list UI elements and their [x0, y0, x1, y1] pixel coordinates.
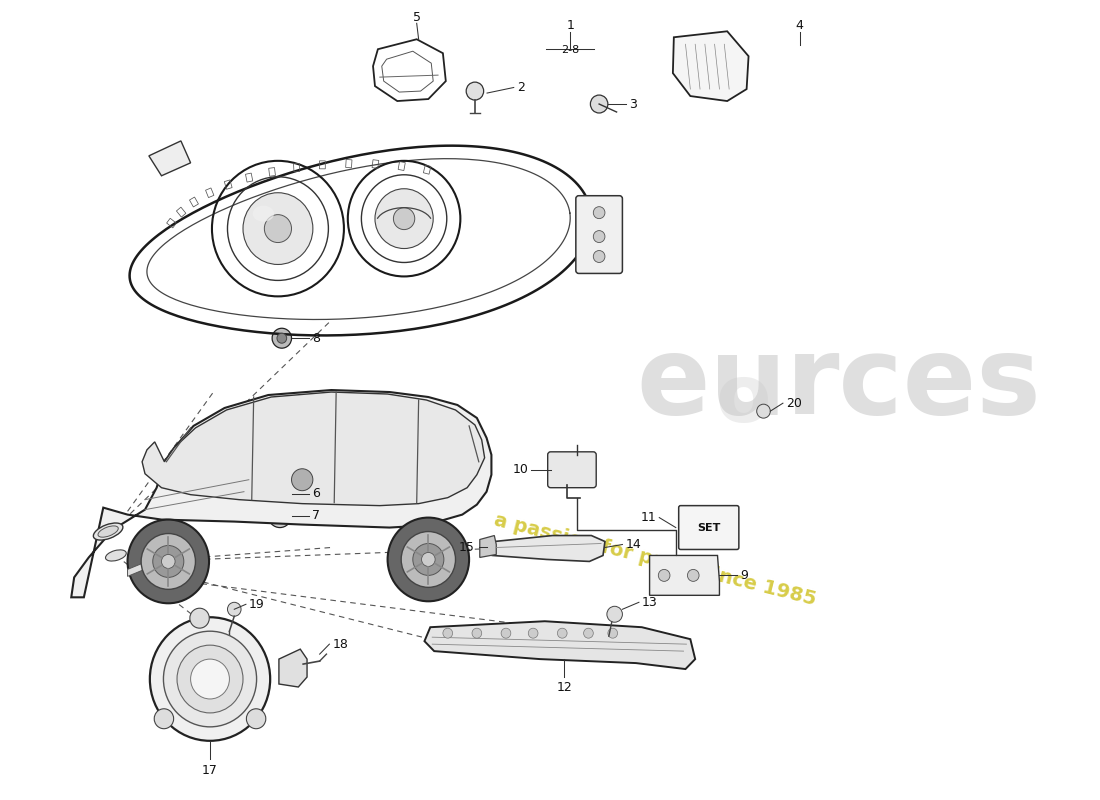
Circle shape: [264, 214, 292, 242]
Text: SET: SET: [697, 522, 720, 533]
Text: eu: eu: [637, 331, 788, 437]
Text: 6: 6: [312, 487, 320, 500]
Bar: [319, 161, 326, 169]
Text: 11: 11: [640, 511, 657, 524]
Circle shape: [154, 709, 174, 729]
Bar: [268, 167, 275, 176]
Bar: [398, 162, 405, 170]
Circle shape: [375, 189, 433, 249]
Circle shape: [443, 628, 452, 638]
Text: 9: 9: [740, 569, 748, 582]
Polygon shape: [142, 392, 485, 506]
Circle shape: [177, 645, 243, 713]
Circle shape: [658, 570, 670, 582]
Bar: [176, 207, 186, 217]
Circle shape: [528, 628, 538, 638]
Text: 1: 1: [566, 19, 574, 32]
Circle shape: [402, 531, 455, 587]
Circle shape: [421, 553, 436, 566]
Circle shape: [593, 206, 605, 218]
Circle shape: [607, 606, 623, 622]
Circle shape: [267, 481, 293, 506]
Ellipse shape: [98, 526, 119, 537]
Text: 15: 15: [459, 541, 475, 554]
Circle shape: [292, 469, 312, 490]
Text: 5: 5: [412, 11, 420, 24]
Polygon shape: [673, 31, 749, 101]
Circle shape: [243, 193, 312, 265]
Circle shape: [584, 628, 593, 638]
Circle shape: [466, 82, 484, 100]
Circle shape: [246, 709, 266, 729]
Bar: [245, 173, 253, 182]
Bar: [224, 180, 232, 190]
Circle shape: [128, 519, 209, 603]
Circle shape: [688, 570, 700, 582]
Text: rces: rces: [785, 331, 1042, 437]
Bar: [345, 159, 352, 168]
Text: 19: 19: [249, 598, 265, 610]
Circle shape: [472, 628, 482, 638]
Text: 8: 8: [312, 332, 320, 345]
Circle shape: [387, 518, 469, 602]
Circle shape: [275, 510, 285, 521]
Text: o: o: [715, 361, 771, 439]
Polygon shape: [72, 390, 492, 598]
Polygon shape: [650, 555, 719, 595]
Circle shape: [757, 404, 770, 418]
Bar: [206, 188, 213, 198]
Polygon shape: [480, 535, 496, 558]
Circle shape: [608, 628, 617, 638]
Circle shape: [502, 628, 510, 638]
Text: 12: 12: [557, 681, 572, 694]
Ellipse shape: [94, 523, 123, 540]
Circle shape: [593, 250, 605, 262]
Circle shape: [268, 504, 292, 527]
Circle shape: [277, 334, 287, 343]
Circle shape: [272, 328, 292, 348]
Circle shape: [412, 543, 444, 575]
Circle shape: [228, 602, 241, 616]
Text: 4: 4: [796, 19, 804, 32]
Ellipse shape: [253, 206, 274, 222]
Circle shape: [591, 95, 608, 113]
Bar: [424, 165, 431, 174]
Bar: [166, 218, 176, 228]
Circle shape: [190, 608, 209, 628]
Text: 10: 10: [513, 463, 528, 476]
Circle shape: [141, 534, 196, 590]
Text: 20: 20: [785, 397, 802, 410]
FancyBboxPatch shape: [548, 452, 596, 488]
FancyBboxPatch shape: [679, 506, 739, 550]
Circle shape: [150, 618, 271, 741]
Polygon shape: [425, 622, 695, 669]
Circle shape: [153, 546, 184, 578]
Circle shape: [164, 631, 256, 727]
Text: 3: 3: [629, 98, 637, 110]
Text: 14: 14: [625, 538, 641, 551]
Bar: [372, 160, 378, 168]
Bar: [294, 163, 300, 172]
Circle shape: [190, 659, 230, 699]
Text: 13: 13: [641, 596, 658, 609]
Circle shape: [593, 230, 605, 242]
Text: 2: 2: [517, 81, 525, 94]
Polygon shape: [148, 141, 190, 176]
Polygon shape: [128, 558, 166, 576]
Text: 2-8: 2-8: [561, 46, 580, 55]
Polygon shape: [279, 649, 307, 687]
Text: a passion for parts since 1985: a passion for parts since 1985: [493, 510, 818, 609]
Circle shape: [558, 628, 568, 638]
Text: 17: 17: [202, 764, 218, 777]
Text: 18: 18: [332, 638, 349, 650]
FancyBboxPatch shape: [575, 196, 623, 274]
Bar: [189, 197, 198, 207]
Ellipse shape: [106, 550, 127, 561]
Circle shape: [394, 208, 415, 230]
Polygon shape: [493, 535, 605, 562]
Text: 7: 7: [312, 509, 320, 522]
Circle shape: [274, 488, 286, 500]
Circle shape: [162, 554, 175, 569]
